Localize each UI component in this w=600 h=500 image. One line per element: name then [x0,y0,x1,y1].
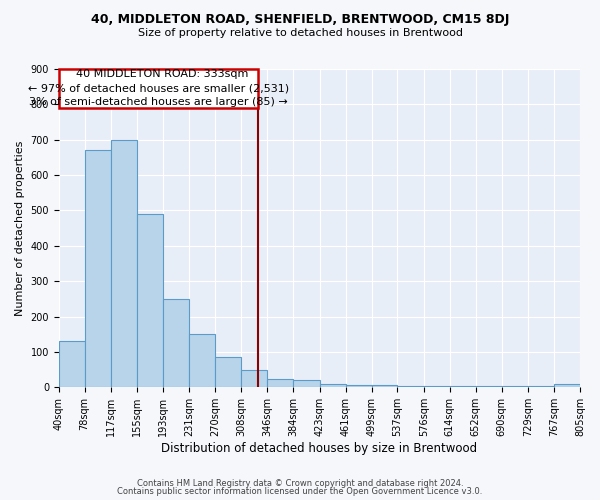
Bar [502,386,528,388]
Y-axis label: Number of detached properties: Number of detached properties [15,140,25,316]
Text: 40 MIDDLETON ROAD: 333sqm
← 97% of detached houses are smaller (2,531)
3% of sem: 40 MIDDLETON ROAD: 333sqm ← 97% of detac… [28,70,289,108]
Bar [189,334,215,388]
Bar [346,384,371,388]
Bar [476,386,502,388]
Bar [137,214,163,388]
Bar [111,140,137,388]
FancyBboxPatch shape [59,69,259,108]
Bar [320,384,346,388]
Bar [59,342,85,388]
Text: Size of property relative to detached houses in Brentwood: Size of property relative to detached ho… [137,28,463,38]
Bar [293,380,320,388]
Bar [424,386,450,388]
Bar [215,358,241,388]
Bar [267,378,293,388]
Bar [241,370,267,388]
Bar [397,386,424,388]
Bar [528,386,554,388]
Bar [163,299,189,388]
Text: Contains public sector information licensed under the Open Government Licence v3: Contains public sector information licen… [118,487,482,496]
X-axis label: Distribution of detached houses by size in Brentwood: Distribution of detached houses by size … [161,442,478,455]
Bar [554,384,580,388]
Bar [450,386,476,388]
Bar [371,384,397,388]
Bar [85,150,111,388]
Text: 40, MIDDLETON ROAD, SHENFIELD, BRENTWOOD, CM15 8DJ: 40, MIDDLETON ROAD, SHENFIELD, BRENTWOOD… [91,12,509,26]
Text: Contains HM Land Registry data © Crown copyright and database right 2024.: Contains HM Land Registry data © Crown c… [137,478,463,488]
